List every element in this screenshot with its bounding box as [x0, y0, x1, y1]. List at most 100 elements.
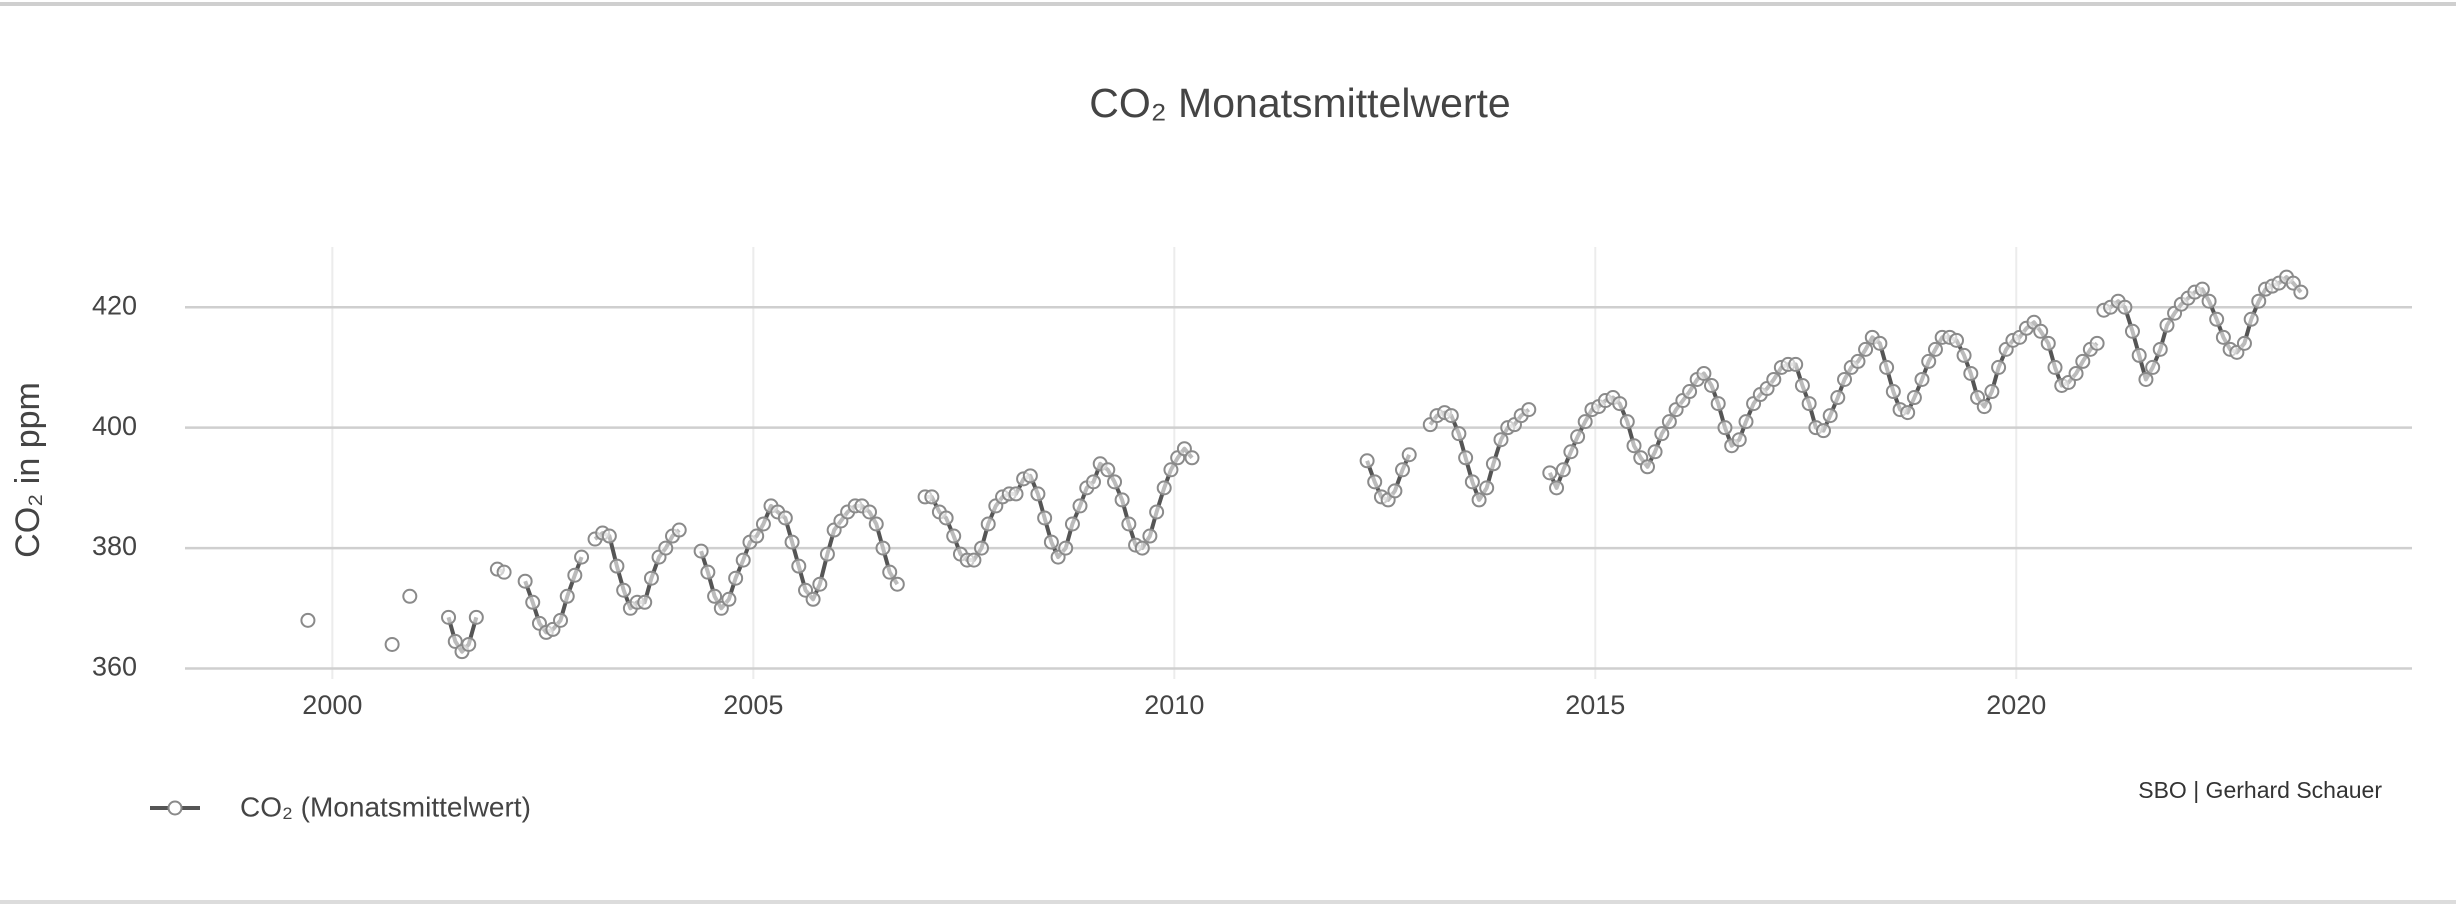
data-point	[868, 516, 884, 532]
data-point	[938, 510, 954, 526]
data-point	[609, 558, 625, 574]
data-point	[402, 588, 418, 604]
data-point	[1156, 480, 1172, 496]
data-point	[1008, 486, 1024, 502]
data-point	[2138, 371, 2154, 387]
data-point	[1948, 332, 1964, 348]
data-point	[966, 552, 982, 568]
data-point	[1822, 408, 1838, 424]
data-point	[1163, 462, 1179, 478]
data-point	[616, 582, 632, 598]
data-point	[1927, 341, 1943, 357]
source-note: SBO | Gerhard Schauer	[2138, 777, 2382, 803]
data-point	[643, 570, 659, 586]
data-point	[2145, 359, 2161, 375]
data-point	[1738, 414, 1754, 430]
data-point	[567, 567, 583, 583]
data-point	[447, 633, 463, 649]
data-point	[1900, 405, 1916, 421]
data-point	[300, 612, 316, 628]
data-point	[1647, 444, 1663, 460]
data-point	[1654, 426, 1670, 442]
data-point	[1443, 408, 1459, 424]
data-point	[1696, 365, 1712, 381]
data-point	[2068, 365, 2084, 381]
data-point	[1359, 453, 1375, 469]
data-point	[819, 546, 835, 562]
data-point	[2131, 347, 2147, 363]
data-point	[1037, 510, 1053, 526]
data-point	[1555, 462, 1571, 478]
data-point	[1458, 450, 1474, 466]
data-point	[875, 540, 891, 556]
data-point	[1682, 384, 1698, 400]
data-point	[2047, 359, 2063, 375]
y-axis-label: CO₂ in ppm	[9, 382, 47, 558]
data-point	[1703, 378, 1719, 394]
data-point	[1991, 359, 2007, 375]
data-point	[553, 612, 569, 628]
data-point	[671, 522, 687, 538]
data-point	[1963, 365, 1979, 381]
data-point	[2215, 329, 2231, 345]
data-point	[1451, 426, 1467, 442]
data-point	[805, 591, 821, 607]
data-point	[2075, 353, 2091, 369]
data-point	[755, 516, 771, 532]
data-point	[2040, 335, 2056, 351]
data-point	[2293, 284, 2309, 300]
data-point	[1885, 384, 1901, 400]
data-point	[1464, 474, 1480, 490]
y-tick-label: 360	[92, 652, 137, 682]
data-point	[1479, 480, 1495, 496]
data-point	[1815, 423, 1831, 439]
data-point	[1858, 341, 1874, 357]
data-point	[1542, 465, 1558, 481]
data-point	[693, 543, 709, 559]
data-point	[1906, 390, 1922, 406]
data-point	[525, 594, 541, 610]
data-point	[980, 516, 996, 532]
y-tick-label: 420	[92, 290, 137, 320]
data-point	[496, 564, 512, 580]
data-point	[889, 576, 905, 592]
data-point	[707, 588, 723, 604]
data-point	[700, 564, 716, 580]
data-point	[1788, 356, 1804, 372]
data-point	[1401, 447, 1417, 463]
data-point	[1114, 492, 1130, 508]
chart-title: CO₂ Monatsmittelwerte	[1089, 80, 1510, 126]
data-point	[517, 573, 533, 589]
data-point	[2033, 323, 2049, 339]
data-point	[1072, 498, 1088, 514]
data-point	[1984, 384, 2000, 400]
data-point	[1921, 353, 1937, 369]
data-point	[1626, 438, 1642, 454]
data-point	[1394, 462, 1410, 478]
data-point	[2194, 281, 2210, 297]
data-point	[2159, 317, 2175, 333]
data-point	[1612, 396, 1628, 412]
data-point	[1387, 483, 1403, 499]
data-point	[441, 609, 457, 625]
data-point	[2089, 335, 2105, 351]
data-point	[2243, 311, 2259, 327]
data-point	[1549, 480, 1565, 496]
data-point	[1121, 516, 1137, 532]
data-point	[1485, 456, 1501, 472]
y-tick-label: 400	[92, 411, 137, 441]
data-point	[1570, 429, 1586, 445]
x-tick-label: 2005	[723, 690, 783, 720]
data-point	[2124, 323, 2140, 339]
legend-marker	[167, 800, 183, 816]
data-point	[1661, 414, 1677, 430]
data-point	[2236, 335, 2252, 351]
data-point	[1837, 371, 1853, 387]
x-tick-label: 2010	[1144, 690, 1204, 720]
data-point	[1850, 353, 1866, 369]
data-point	[2251, 293, 2267, 309]
data-point	[1100, 462, 1116, 478]
x-tick-label: 2020	[1986, 690, 2046, 720]
data-point	[1107, 474, 1123, 490]
